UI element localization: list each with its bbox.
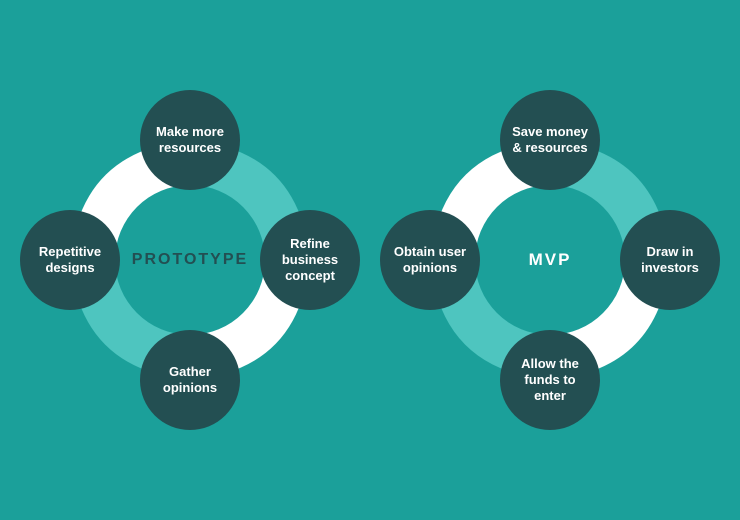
satellite-mvp-left: Obtain user opinions [380, 210, 480, 310]
satellite-mvp-bottom: Allow the funds to enter [500, 330, 600, 430]
satellite-prototype-right: Refine business concept [260, 210, 360, 310]
center-label-mvp: MVP [475, 185, 625, 335]
satellite-mvp-right: Draw in investors [620, 210, 720, 310]
center-label-prototype: PROTOTYPE [115, 185, 265, 335]
cluster-prototype: PROTOTYPEMake more resourcesRefine busin… [20, 90, 360, 430]
satellite-mvp-top: Save money & resources [500, 90, 600, 190]
satellite-prototype-left: Repetitive designs [20, 210, 120, 310]
cluster-mvp: MVPSave money & resourcesDraw in investo… [380, 90, 720, 430]
satellite-prototype-bottom: Gather opinions [140, 330, 240, 430]
satellite-prototype-top: Make more resources [140, 90, 240, 190]
